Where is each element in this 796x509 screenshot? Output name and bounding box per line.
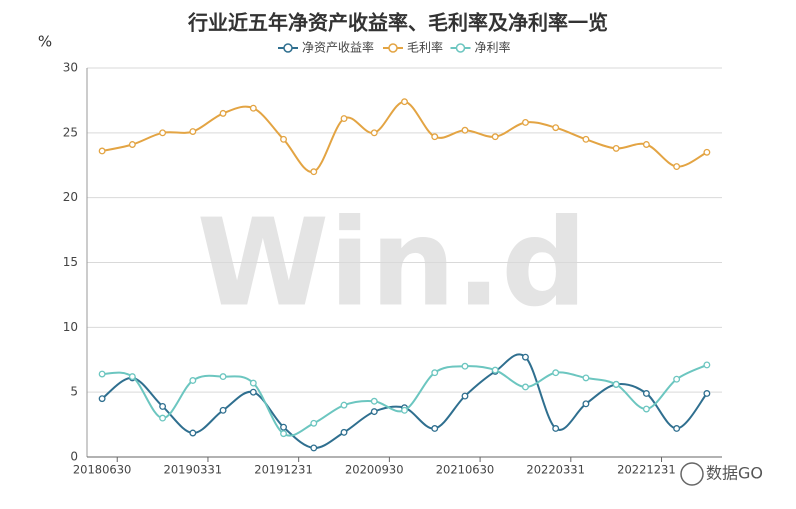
data-point: [703, 390, 711, 397]
data-point: [249, 379, 257, 387]
data-point: [310, 168, 318, 176]
data-point: [552, 124, 560, 132]
legend-label: 净资产收益率: [302, 40, 374, 55]
data-point: [642, 141, 650, 148]
data-point: [522, 353, 529, 361]
data-point: [612, 380, 620, 388]
x-tick-label: 20210630: [436, 463, 495, 477]
data-point: [461, 362, 469, 370]
data-point: [249, 104, 257, 112]
data-point: [642, 405, 650, 413]
x-tick-label: 20190331: [164, 463, 223, 477]
x-tick-label: 20180630: [73, 463, 132, 477]
y-tick-label: 5: [70, 385, 78, 399]
data-point: [219, 406, 227, 414]
data-point: [582, 135, 590, 143]
y-tick-label: 0: [70, 450, 78, 464]
data-point: [370, 408, 378, 416]
y-tick-label: 30: [63, 61, 78, 75]
data-point: [401, 406, 408, 414]
y-tick-label: 25: [63, 125, 78, 139]
data-point: [522, 383, 529, 391]
chart-title: 行业近五年净资产收益率、毛利率及净利率一览: [187, 11, 608, 35]
data-point: [280, 135, 287, 143]
data-point: [703, 361, 711, 369]
data-point: [310, 444, 318, 452]
data-point: [189, 377, 197, 384]
data-point: [189, 128, 197, 135]
data-point: [98, 370, 106, 378]
data-point: [431, 133, 439, 141]
data-point: [522, 119, 529, 126]
legend-label: 毛利率: [407, 40, 443, 55]
data-point: [370, 129, 378, 137]
data-point: [219, 109, 227, 117]
data-point: [310, 419, 318, 427]
data-point: [582, 400, 590, 408]
data-point: [219, 373, 227, 381]
watermark: Win.d: [197, 195, 587, 334]
series-line: [101, 100, 708, 173]
data-point: [340, 115, 348, 123]
legend-symbol: [388, 43, 398, 53]
legend-symbol: [283, 43, 293, 53]
data-point: [673, 375, 681, 383]
data-point: [582, 374, 590, 382]
plot-area: 0 5 10 15 20 25 30 20180630 20190331 20191231 2020…: [63, 40, 722, 477]
data-point: [552, 425, 560, 432]
data-point: [280, 423, 287, 431]
data-point: [401, 98, 408, 106]
x-tick-label: 20191231: [254, 463, 313, 477]
legend-symbol: [455, 43, 466, 53]
data-point: [128, 141, 136, 148]
data-point: [340, 401, 348, 409]
source-badge: 数据GO: [706, 464, 763, 483]
data-point: [249, 388, 257, 396]
data-point: [703, 148, 711, 156]
data-point: [461, 126, 469, 134]
data-point: [159, 414, 167, 422]
data-point: [461, 392, 469, 400]
x-tick-label: 20220331: [526, 463, 585, 477]
data-point: [431, 369, 439, 377]
data-point: [128, 373, 136, 381]
y-tick-label: 15: [63, 255, 78, 269]
y-tick-label: 20: [63, 190, 78, 204]
data-point: [159, 129, 167, 137]
x-tick-label: 20221231: [617, 463, 676, 477]
data-point: [340, 428, 348, 436]
data-point: [370, 397, 378, 405]
y-axis-label: %: [38, 33, 52, 51]
y-tick-label: 10: [63, 320, 78, 334]
data-point: [673, 425, 681, 432]
data-point: [491, 366, 499, 374]
data-point: [491, 133, 499, 141]
data-point: [98, 395, 106, 403]
x-tick-label: 20200930: [345, 463, 404, 477]
data-point: [159, 402, 167, 410]
series-line: [102, 364, 708, 437]
data-point: [552, 369, 560, 377]
data-point: [189, 429, 197, 437]
data-point: [642, 390, 650, 397]
data-point: [280, 430, 287, 438]
data-point: [673, 163, 681, 170]
data-point: [431, 425, 439, 432]
legend-label: 净利率: [475, 40, 511, 55]
badge-icon: [680, 462, 704, 486]
data-point: [612, 144, 620, 152]
data-point: [98, 147, 106, 155]
